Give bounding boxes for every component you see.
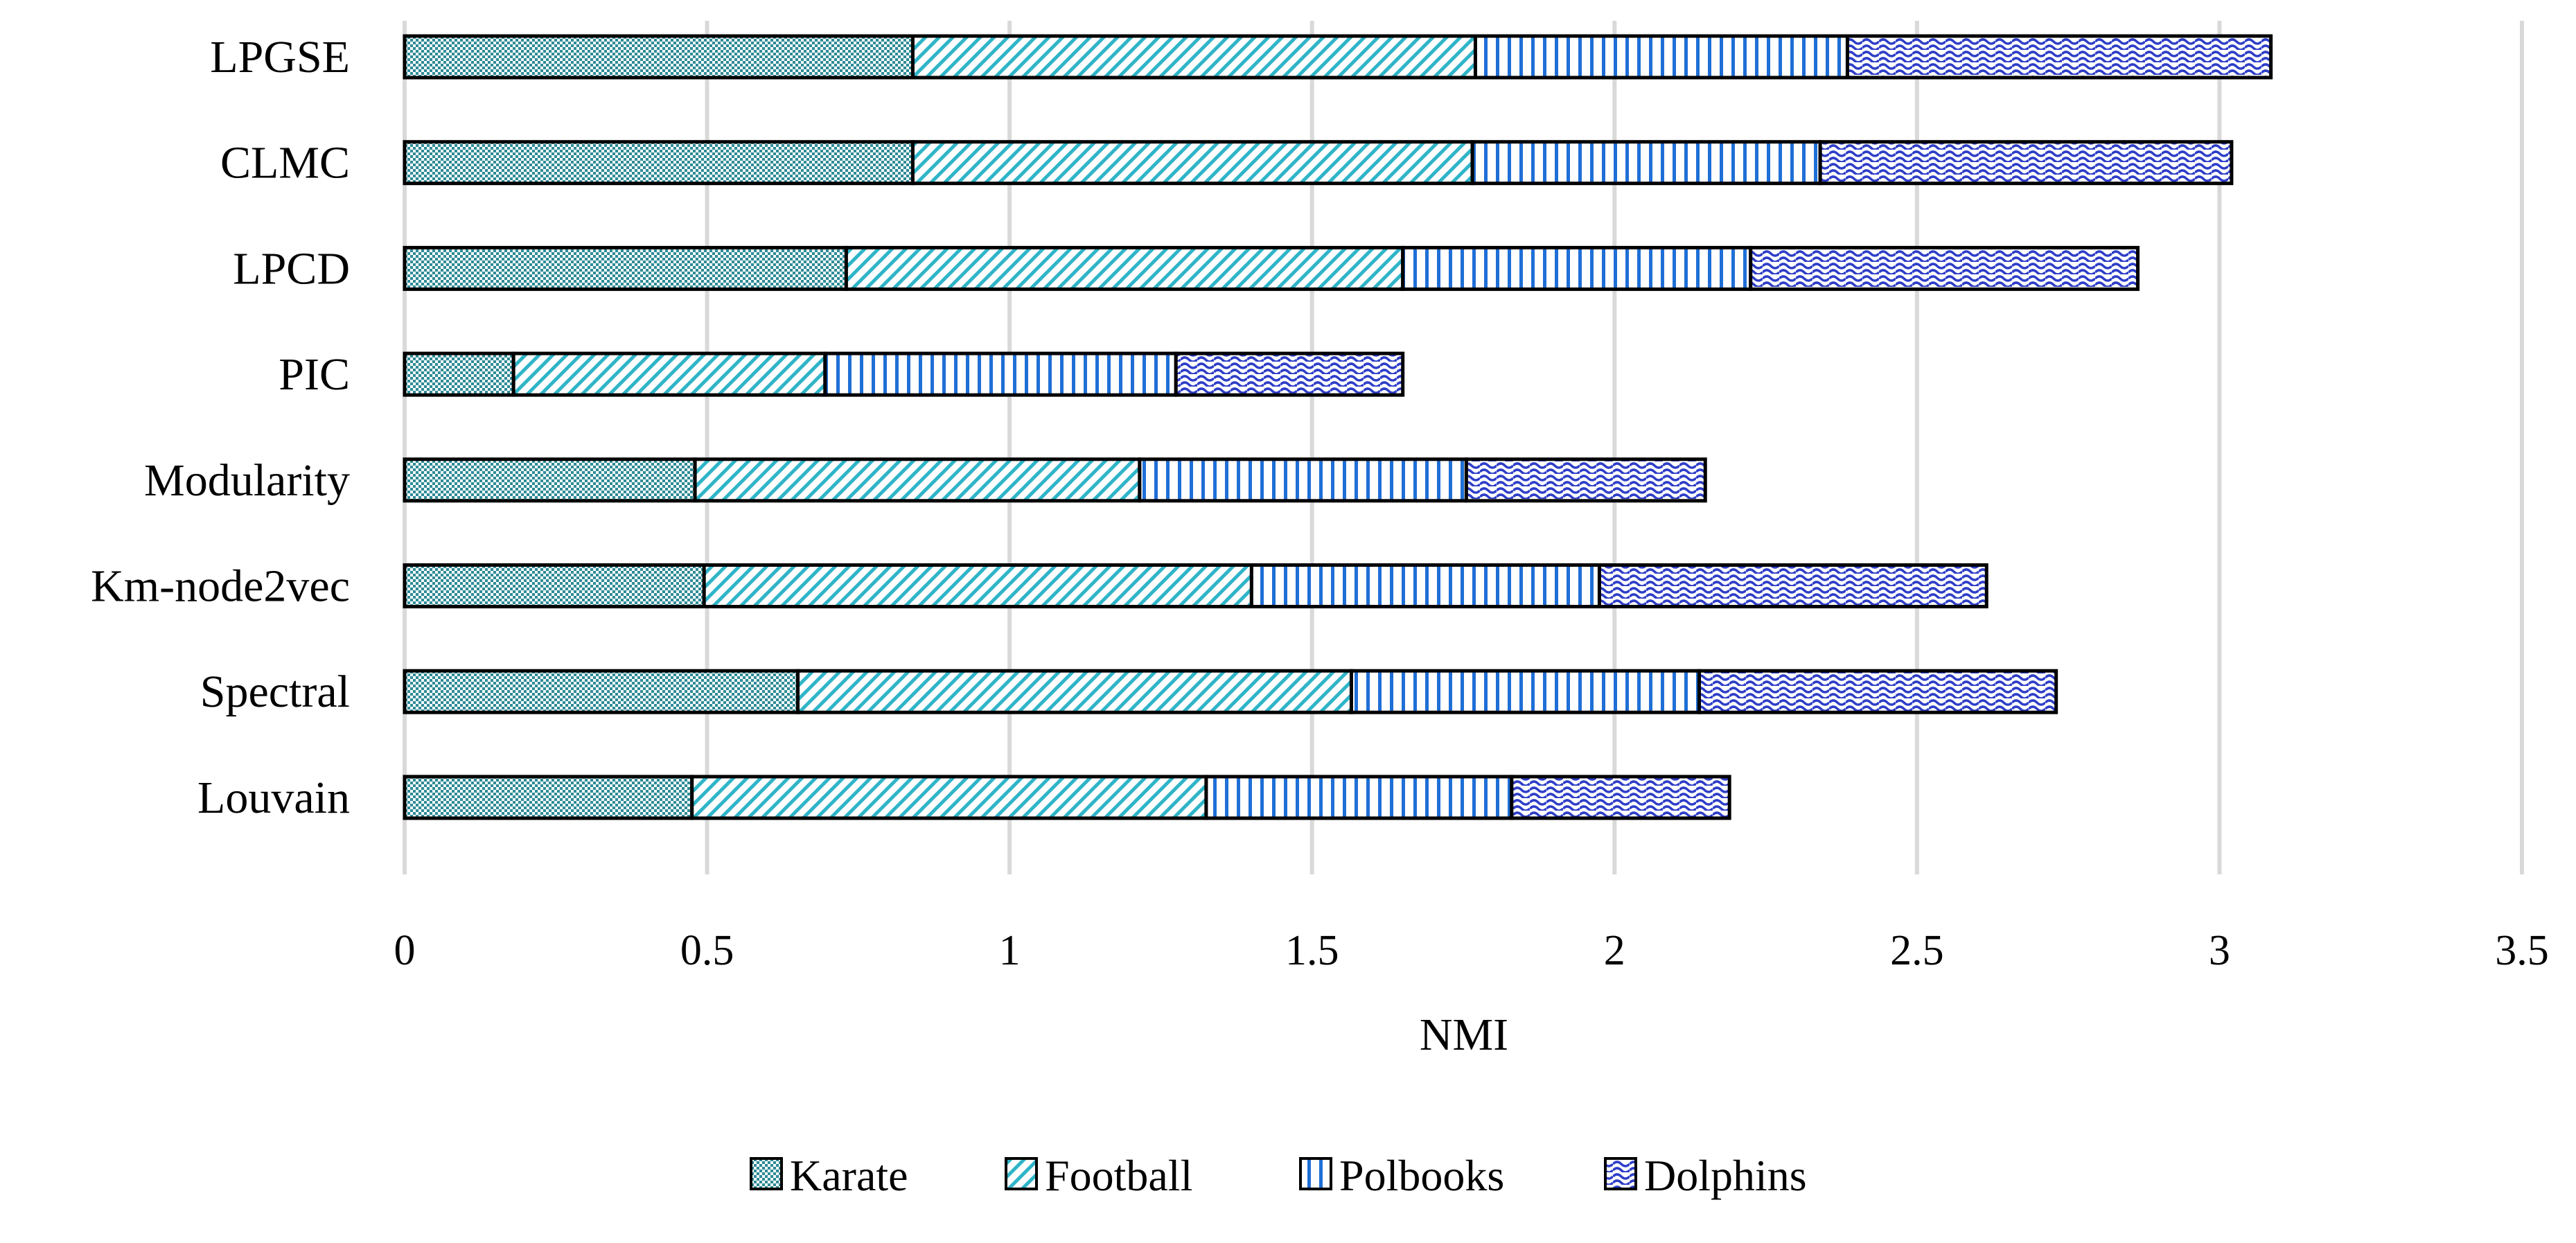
legend-swatch-dolphins xyxy=(1604,1157,1637,1190)
bar-dolphins-km-node2vec xyxy=(1597,563,1988,608)
category-label: Spectral xyxy=(200,667,350,717)
bar-polbooks-km-node2vec xyxy=(1249,563,1601,608)
legend-label-dolphins: Dolphins xyxy=(1644,1151,1807,1200)
bar-polbooks-louvain xyxy=(1204,775,1514,820)
bar-karate-lpgse xyxy=(403,34,915,80)
legend-swatch-football xyxy=(1005,1157,1038,1190)
bar-football-louvain xyxy=(690,775,1208,820)
bar-football-km-node2vec xyxy=(702,563,1253,608)
x-tick-label: 3.5 xyxy=(2495,927,2549,974)
bar-polbooks-spectral xyxy=(1349,669,1702,714)
bar-karate-spectral xyxy=(403,669,800,714)
category-label: Modularity xyxy=(144,455,350,506)
legend: Karate Football Polbooks Dolphins xyxy=(750,1151,1807,1200)
bar-dolphins-pic xyxy=(1174,351,1405,397)
bar-karate-modularity xyxy=(403,457,697,503)
legend-label-football: Football xyxy=(1045,1151,1192,1200)
legend-swatch-karate xyxy=(750,1157,783,1190)
bar-karate-clmc xyxy=(403,140,915,186)
legend-label-polbooks: Polbooks xyxy=(1339,1151,1504,1200)
bar-karate-pic xyxy=(403,351,515,397)
category-label: LPCD xyxy=(233,243,350,294)
bar-karate-lpcd xyxy=(403,245,848,291)
bar-dolphins-louvain xyxy=(1510,775,1731,820)
x-tick-label: 0.5 xyxy=(680,927,734,974)
category-label: CLMC xyxy=(220,138,350,188)
x-tick-label: 0 xyxy=(394,927,416,974)
bar-football-pic xyxy=(511,351,827,397)
legend-swatch-polbooks xyxy=(1299,1157,1332,1190)
x-tick-label: 1.5 xyxy=(1285,927,1339,974)
bar-football-lpgse xyxy=(910,34,1477,80)
category-label: LPGSE xyxy=(210,32,350,82)
bar-football-clmc xyxy=(910,140,1474,186)
bar-dolphins-spectral xyxy=(1697,669,2058,714)
bar-football-modularity xyxy=(693,457,1142,503)
legend-label-karate: Karate xyxy=(790,1151,908,1200)
x-tick-label: 3 xyxy=(2209,927,2230,974)
category-labels: LPGSE CLMC LPCD PIC Modularity Km-node2vec Spe… xyxy=(91,32,350,823)
x-tick-label: 2 xyxy=(1604,927,1625,974)
bar-polbooks-pic xyxy=(823,351,1178,397)
bar-polbooks-lpcd xyxy=(1401,245,1753,291)
bars xyxy=(403,34,2273,820)
bar-polbooks-clmc xyxy=(1470,140,1822,186)
bar-karate-louvain xyxy=(403,775,694,820)
category-label: Km-node2vec xyxy=(91,561,350,612)
bar-polbooks-modularity xyxy=(1138,457,1468,503)
bar-dolphins-lpcd xyxy=(1749,245,2140,291)
bar-football-spectral xyxy=(796,669,1353,714)
x-tick-label: 2.5 xyxy=(1890,927,1944,974)
x-axis-title: NMI xyxy=(1420,1010,1508,1060)
x-tick-labels: 0 0.5 1 1.5 2 2.5 3 3.5 xyxy=(394,927,2549,974)
bar-football-lpcd xyxy=(844,245,1405,291)
category-label: PIC xyxy=(279,349,350,400)
bar-dolphins-lpgse xyxy=(1845,34,2273,80)
bar-dolphins-clmc xyxy=(1818,140,2234,186)
category-label: Louvain xyxy=(197,773,350,823)
bar-karate-km-node2vec xyxy=(403,563,706,608)
bar-polbooks-lpgse xyxy=(1473,34,1849,80)
x-tick-label: 1 xyxy=(999,927,1021,974)
bar-dolphins-modularity xyxy=(1464,457,1707,503)
